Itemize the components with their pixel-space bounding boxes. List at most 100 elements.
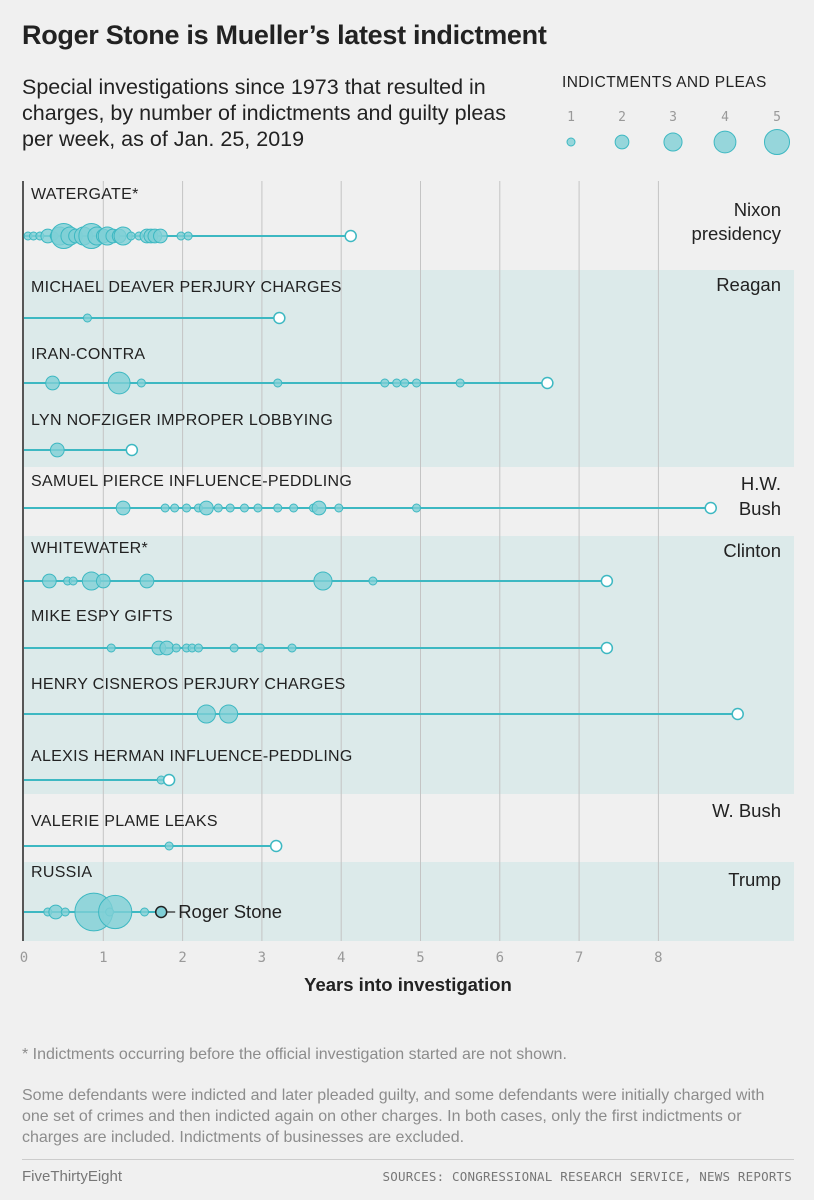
x-axis-label: Years into investigation	[304, 974, 512, 995]
indictment-dot	[412, 503, 422, 513]
legend-size-label: 1	[567, 110, 575, 125]
indictment-dot	[273, 503, 283, 513]
legend-size-dot	[614, 134, 630, 150]
footnote-asterisk: * Indictments occurring before the offic…	[22, 1046, 567, 1063]
investigation-end-marker	[541, 376, 554, 390]
investigation-end-marker	[154, 905, 168, 919]
indictment-dot	[126, 231, 136, 241]
investigation-end-marker	[731, 707, 744, 721]
x-tick-label: 8	[654, 950, 662, 966]
x-tick-label: 6	[496, 950, 504, 966]
indictment-dot	[199, 500, 214, 516]
indictment-dot	[95, 573, 111, 589]
indictment-dot	[313, 571, 333, 591]
x-tick-label: 0	[20, 950, 28, 966]
legend-size-dot	[713, 130, 737, 154]
presidency-label: H.W.	[741, 473, 781, 494]
legend-size-label: 4	[721, 110, 729, 125]
x-tick-label: 7	[575, 950, 583, 966]
indictment-dot	[153, 228, 168, 244]
legend-title: INDICTMENTS AND PLEAS	[562, 74, 767, 91]
indictment-dot	[98, 894, 133, 930]
legend-size-dot	[763, 128, 791, 156]
chart-canvas: 0 1 2 3 4 5 6 7 8 Years into investigation Nixon pr…	[20, 110, 794, 995]
investigation-label: VALERIE PLAME LEAKS	[31, 813, 218, 830]
indictment-dot	[107, 371, 131, 395]
indictment-dot	[48, 904, 64, 920]
footnote-methodology: Some defendants were indicted and later …	[22, 1087, 765, 1146]
indictment-dot	[311, 500, 327, 516]
presidency-band	[24, 270, 794, 467]
indictment-dot	[253, 503, 263, 513]
indictment-dot	[159, 640, 175, 656]
indictment-dot	[140, 907, 150, 917]
indictment-dot	[139, 573, 155, 589]
indictment-dot	[380, 378, 390, 388]
indictment-dot	[289, 503, 299, 513]
indictment-dot	[60, 907, 70, 917]
investigation-label: SAMUEL PIERCE INFLUENCE-PEDDLING	[31, 473, 352, 490]
indictment-dot	[334, 503, 344, 513]
investigation-label: ALEXIS HERMAN INFLUENCE-PEDDLING	[31, 748, 353, 765]
indictment-dot	[273, 378, 283, 388]
indictment-dot	[239, 503, 249, 513]
indictment-dot	[160, 503, 170, 513]
indictment-dot	[68, 576, 78, 586]
indictment-dot	[368, 576, 378, 586]
investigation-label: RUSSIA	[31, 864, 92, 881]
indictment-dot	[106, 643, 116, 653]
investigation-label: HENRY CISNEROS PERJURY CHARGES	[31, 676, 346, 693]
presidency-label: W. Bush	[712, 800, 781, 821]
investigation-end-marker	[344, 229, 357, 243]
indictment-dot	[115, 500, 131, 516]
investigation-end-marker	[273, 311, 286, 325]
investigation-end-marker	[600, 641, 614, 655]
x-tick-label: 4	[337, 950, 345, 966]
legend-size-dot	[663, 132, 683, 152]
presidency-label: Bush	[739, 498, 781, 519]
legend-size-label: 5	[773, 110, 781, 125]
investigation-label: WATERGATE*	[31, 186, 139, 203]
investigation-label: WHITEWATER*	[31, 540, 148, 557]
indictment-dot	[49, 442, 65, 458]
indictment-dot	[45, 375, 60, 391]
investigation-end-marker	[704, 501, 717, 515]
indictment-dot	[164, 841, 174, 851]
investigation-end-marker	[162, 773, 176, 787]
indictment-dot	[183, 231, 193, 241]
indictment-dot	[412, 378, 422, 388]
chart-subtitle: Special investigations since 1973 that r…	[22, 75, 507, 151]
indictment-dot	[392, 378, 402, 388]
investigation-end-marker	[269, 839, 283, 853]
indictment-dot	[255, 643, 265, 653]
indictment-dot	[400, 378, 410, 388]
indictment-dot	[82, 313, 92, 323]
indictment-dot	[170, 503, 180, 513]
indictment-dot	[229, 643, 239, 653]
x-tick-label: 1	[99, 950, 107, 966]
presidency-band	[24, 862, 794, 941]
indictment-dot	[196, 704, 216, 724]
sources-label: SOURCES: CONGRESSIONAL RESEARCH SERVICE,…	[382, 1169, 792, 1184]
presidency-label: Reagan	[716, 274, 781, 295]
brand-label: FiveThirtyEight	[22, 1168, 123, 1185]
legend-size-dot	[566, 137, 576, 147]
presidency-label: Clinton	[723, 540, 781, 561]
x-tick-label: 3	[258, 950, 266, 966]
annotation-roger-stone: Roger Stone	[178, 901, 282, 922]
indictment-dot	[171, 643, 181, 653]
presidency-label: Trump	[728, 869, 781, 890]
indictment-dot	[136, 378, 146, 388]
presidency-label: presidency	[692, 223, 782, 244]
indictment-dot	[182, 503, 192, 513]
indictment-dot	[219, 704, 239, 724]
investigation-label: LYN NOFZIGER IMPROPER LOBBYING	[31, 412, 333, 429]
indictment-dot	[193, 643, 203, 653]
x-tick-label: 2	[178, 950, 186, 966]
x-tick-label: 5	[416, 950, 424, 966]
investigation-label: MICHAEL DEAVER PERJURY CHARGES	[31, 279, 342, 296]
investigation-end-marker	[600, 574, 614, 588]
indictment-dot	[455, 378, 465, 388]
footer-rule	[22, 1159, 794, 1160]
indictment-dot	[213, 503, 223, 513]
